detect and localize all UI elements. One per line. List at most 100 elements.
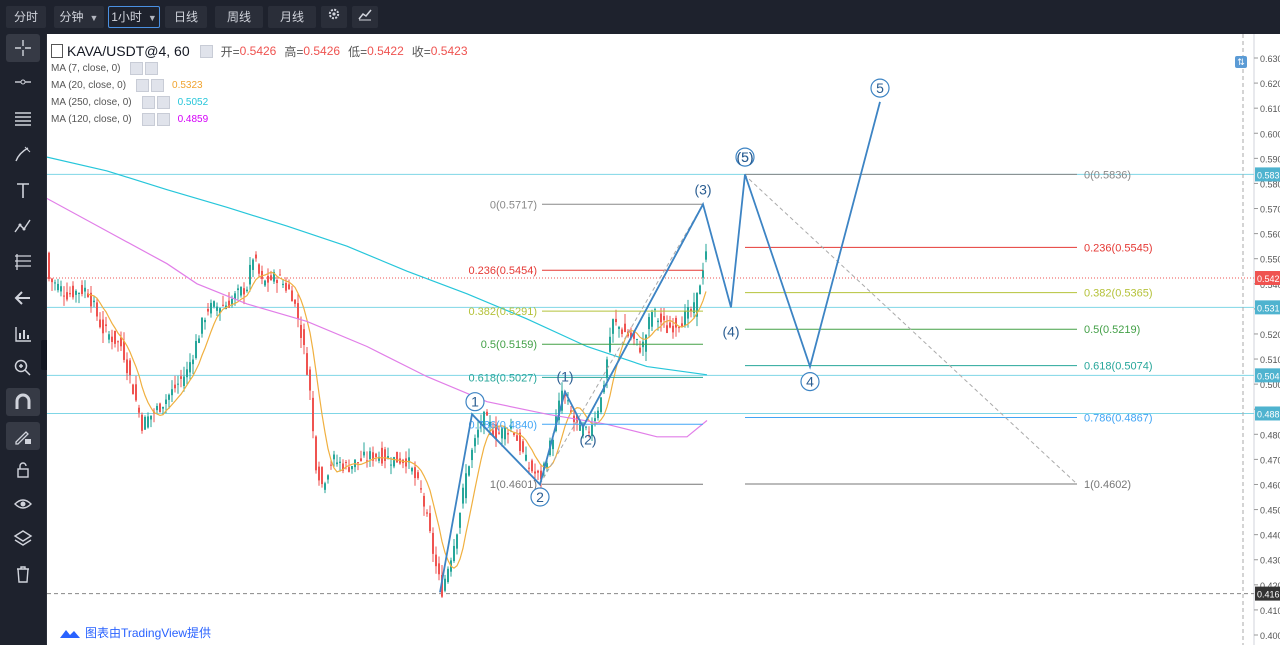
candle-body: [600, 397, 602, 413]
candle-body: [672, 325, 674, 333]
candle-body: [288, 284, 290, 290]
weekly-button[interactable]: 周线: [215, 6, 263, 28]
candle-body: [141, 414, 143, 431]
scale-mode-button[interactable]: ⇅: [1235, 56, 1247, 68]
settings-icon[interactable]: [199, 44, 213, 58]
brush-tool[interactable]: [6, 140, 40, 168]
candle-body: [60, 286, 62, 292]
price-axis-badge-label: 0.416: [1257, 590, 1280, 600]
candle-body: [303, 329, 305, 346]
price-axis-badge-label: 0.488: [1257, 409, 1280, 419]
candle-body: [333, 454, 335, 460]
elliott-wave-segment: [582, 203, 704, 428]
candle-body: [345, 462, 347, 464]
close-icon[interactable]: [145, 62, 159, 75]
fib-tool[interactable]: [6, 248, 40, 276]
axis-tick-label: 0.610: [1260, 104, 1280, 114]
magnet-tool[interactable]: [6, 388, 40, 416]
candle-body: [474, 438, 476, 447]
candle-body: [465, 473, 467, 499]
candle-body: [591, 425, 593, 437]
candle-body: [477, 429, 479, 438]
lock-drawing-tool[interactable]: [6, 422, 40, 450]
arrow-left-icon: [14, 291, 30, 305]
candle-body: [612, 319, 614, 334]
forecast-tool[interactable]: [6, 320, 40, 348]
ma-label: MA (20, close, 0): [51, 80, 127, 91]
candle-body: [264, 280, 266, 286]
interval-unit-label: 分钟: [59, 10, 84, 24]
settings-icon[interactable]: [130, 62, 144, 75]
candle-body: [435, 554, 437, 567]
zoom-tool[interactable]: [6, 354, 40, 382]
timeshare-button[interactable]: 分时: [6, 6, 46, 28]
candle-body: [558, 400, 560, 421]
horizontal-lines-tool[interactable]: [6, 104, 40, 132]
close-icon[interactable]: [156, 113, 170, 126]
pattern-tool[interactable]: [6, 212, 40, 240]
candle-body: [579, 421, 581, 431]
toolbar-collapse-handle[interactable]: [41, 340, 49, 370]
tradingview-attribution[interactable]: 图表由TradingView提供: [59, 624, 211, 641]
candle-body: [237, 288, 239, 291]
symbol-row: KAVA/USDT@4, 60 开= 0.5426 高= 0.5426 低= 0.54…: [51, 42, 476, 60]
candle-body: [261, 270, 263, 279]
candle-body: [690, 309, 692, 312]
candle-body: [213, 301, 215, 307]
magnet-icon: [15, 393, 31, 409]
ma-label: MA (250, close, 0): [51, 97, 132, 108]
remove-drawings-tool[interactable]: [6, 560, 40, 588]
symbol-title: KAVA/USDT@4, 60: [67, 43, 190, 59]
candle-body: [84, 287, 86, 292]
gear-icon: [328, 8, 340, 20]
ma120-line: [47, 197, 708, 438]
collapse-icon[interactable]: [51, 44, 63, 58]
close-icon[interactable]: [156, 96, 170, 109]
open-label: 开=: [220, 44, 240, 59]
low-value: 0.5422: [367, 44, 404, 58]
candle-body: [498, 432, 500, 434]
object-tree-tool[interactable]: [6, 524, 40, 552]
candle-body: [375, 453, 377, 458]
settings-icon[interactable]: [141, 96, 155, 109]
candle-body: [270, 275, 272, 281]
candle-body: [252, 259, 254, 270]
interval-unit-dropdown[interactable]: 分钟 ▼: [54, 6, 104, 28]
candle-body: [210, 302, 212, 314]
trendline-tool[interactable]: [6, 68, 40, 96]
candle-body: [651, 311, 653, 327]
candle-body: [135, 384, 137, 401]
settings-icon[interactable]: [141, 113, 155, 126]
candle-body: [639, 347, 641, 353]
candle-body: [636, 339, 638, 341]
wave-label: (2): [579, 431, 596, 447]
wave-label: (3): [694, 182, 711, 198]
crosshair-tool[interactable]: [6, 34, 40, 62]
settings-gear-button[interactable]: [321, 6, 347, 28]
candle-body: [351, 465, 353, 470]
monthly-button[interactable]: 月线: [268, 6, 316, 28]
chevron-down-icon: ▼: [89, 13, 99, 23]
chart-area[interactable]: 0.630 0.620 0.610 0.600 0.590 0.580 0.570 0.560…: [47, 34, 1280, 645]
candle-body: [177, 383, 179, 385]
settings-icon[interactable]: [136, 79, 150, 92]
back-button[interactable]: [6, 284, 40, 312]
lock-tool[interactable]: [6, 456, 40, 484]
text-tool[interactable]: [6, 176, 40, 204]
close-icon[interactable]: [151, 79, 165, 92]
candle-body: [585, 426, 587, 428]
interval-value-dropdown[interactable]: 1小时 ▼: [108, 6, 160, 28]
ma-row: MA (250, close, 0) 0.5052: [51, 94, 476, 111]
axis-tick-label: 0.570: [1260, 205, 1280, 215]
top-toolbar: 分时 分钟 ▼ 1小时 ▼ 日线 周线 月线: [0, 0, 1280, 35]
axis-tick-label: 0.460: [1260, 480, 1280, 490]
candle-body: [510, 426, 512, 429]
candle-body: [330, 464, 332, 466]
trend-line-icon: [15, 79, 31, 85]
daily-button[interactable]: 日线: [165, 6, 207, 28]
visibility-tool[interactable]: [6, 490, 40, 518]
price-chart[interactable]: 0.630 0.620 0.610 0.600 0.590 0.580 0.570 0.560…: [47, 34, 1280, 645]
ma20-line: [87, 271, 707, 569]
indicators-button[interactable]: [352, 6, 378, 28]
candle-body: [540, 470, 542, 480]
